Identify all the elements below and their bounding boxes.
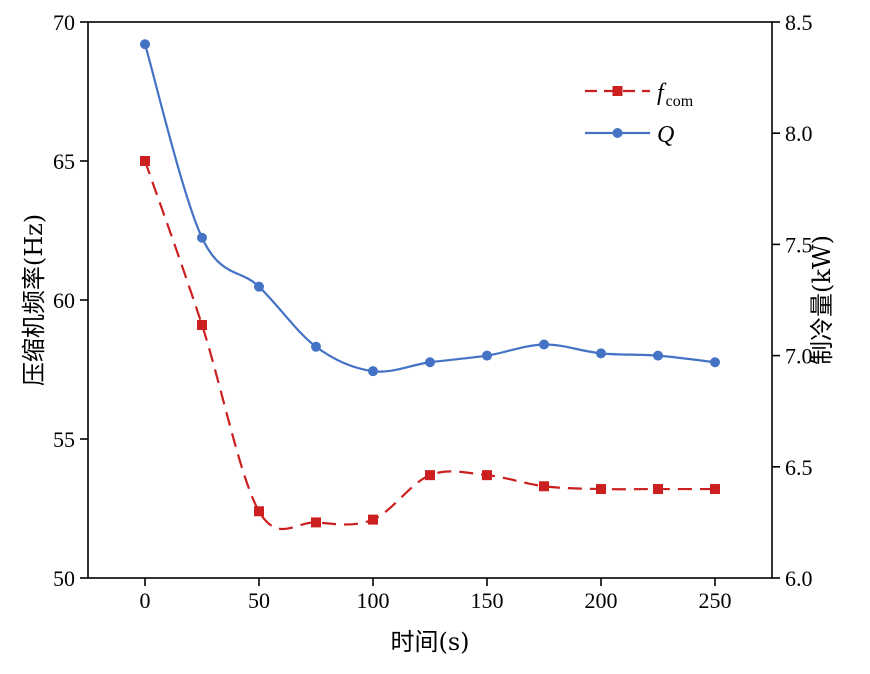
- legend-label-subscript: com: [666, 93, 694, 110]
- data-point: [368, 514, 378, 525]
- data-point: [653, 484, 663, 495]
- y-left-tick-label: 65: [53, 149, 75, 174]
- data-point: [482, 470, 492, 481]
- x-tick-label: 100: [357, 588, 390, 613]
- data-point: [254, 506, 264, 517]
- data-point: [368, 366, 378, 377]
- y-left-tick-label: 70: [53, 10, 75, 35]
- y-right-tick-label: 7.0: [785, 344, 813, 369]
- data-point: [425, 470, 435, 481]
- series-fcom: [140, 156, 720, 531]
- y-left-tick-label: 55: [53, 427, 75, 452]
- y-axis-left-title: 压缩机频率(Hz): [20, 214, 48, 386]
- data-point: [311, 341, 321, 352]
- data-point: [140, 156, 150, 166]
- x-axis-title: 时间(s): [390, 628, 469, 656]
- legend-marker: [612, 128, 623, 138]
- data-point: [140, 39, 150, 50]
- x-tick-label: 150: [471, 588, 504, 613]
- data-point: [539, 339, 549, 350]
- x-axis: 0 50 100 150 200 250: [140, 578, 732, 613]
- legend-marker: [612, 86, 623, 96]
- y-axis-left: 50 55 60 65 70: [53, 10, 88, 591]
- x-tick-label: 0: [140, 588, 151, 613]
- y-axis-right-title: 制冷量(kW): [808, 235, 836, 365]
- y-left-tick-label: 50: [53, 566, 75, 591]
- y-right-tick-label: 6.0: [785, 566, 813, 591]
- y-axis-right: 6.0 6.5 7.0 7.5 8.0 8.5: [772, 10, 813, 591]
- series-line: [143, 43, 716, 373]
- data-point: [539, 481, 549, 492]
- data-point: [710, 484, 720, 495]
- data-point: [425, 357, 435, 368]
- data-point: [596, 348, 606, 359]
- series-layer: [140, 39, 720, 531]
- x-tick-label: 50: [248, 588, 270, 613]
- x-tick-label: 250: [699, 588, 732, 613]
- series-q: [140, 39, 720, 377]
- data-point: [311, 517, 321, 528]
- data-point: [254, 281, 264, 292]
- data-point: [482, 350, 492, 361]
- y-right-tick-label: 7.5: [785, 232, 813, 257]
- data-point: [197, 320, 207, 331]
- y-right-tick-label: 8.5: [785, 10, 813, 35]
- y-left-tick-label: 60: [53, 288, 75, 313]
- legend-item: Q: [585, 122, 674, 148]
- legend-item: f com: [585, 80, 694, 110]
- data-point: [710, 357, 720, 368]
- y-right-tick-label: 6.5: [785, 455, 813, 480]
- data-point: [596, 484, 606, 495]
- y-right-tick-label: 8.0: [785, 121, 813, 146]
- legend: f com Q: [585, 80, 694, 148]
- data-point: [197, 232, 207, 243]
- x-tick-label: 200: [585, 588, 618, 613]
- legend-label: Q: [657, 122, 674, 148]
- data-point: [653, 350, 663, 361]
- legend-label: f com: [657, 80, 694, 110]
